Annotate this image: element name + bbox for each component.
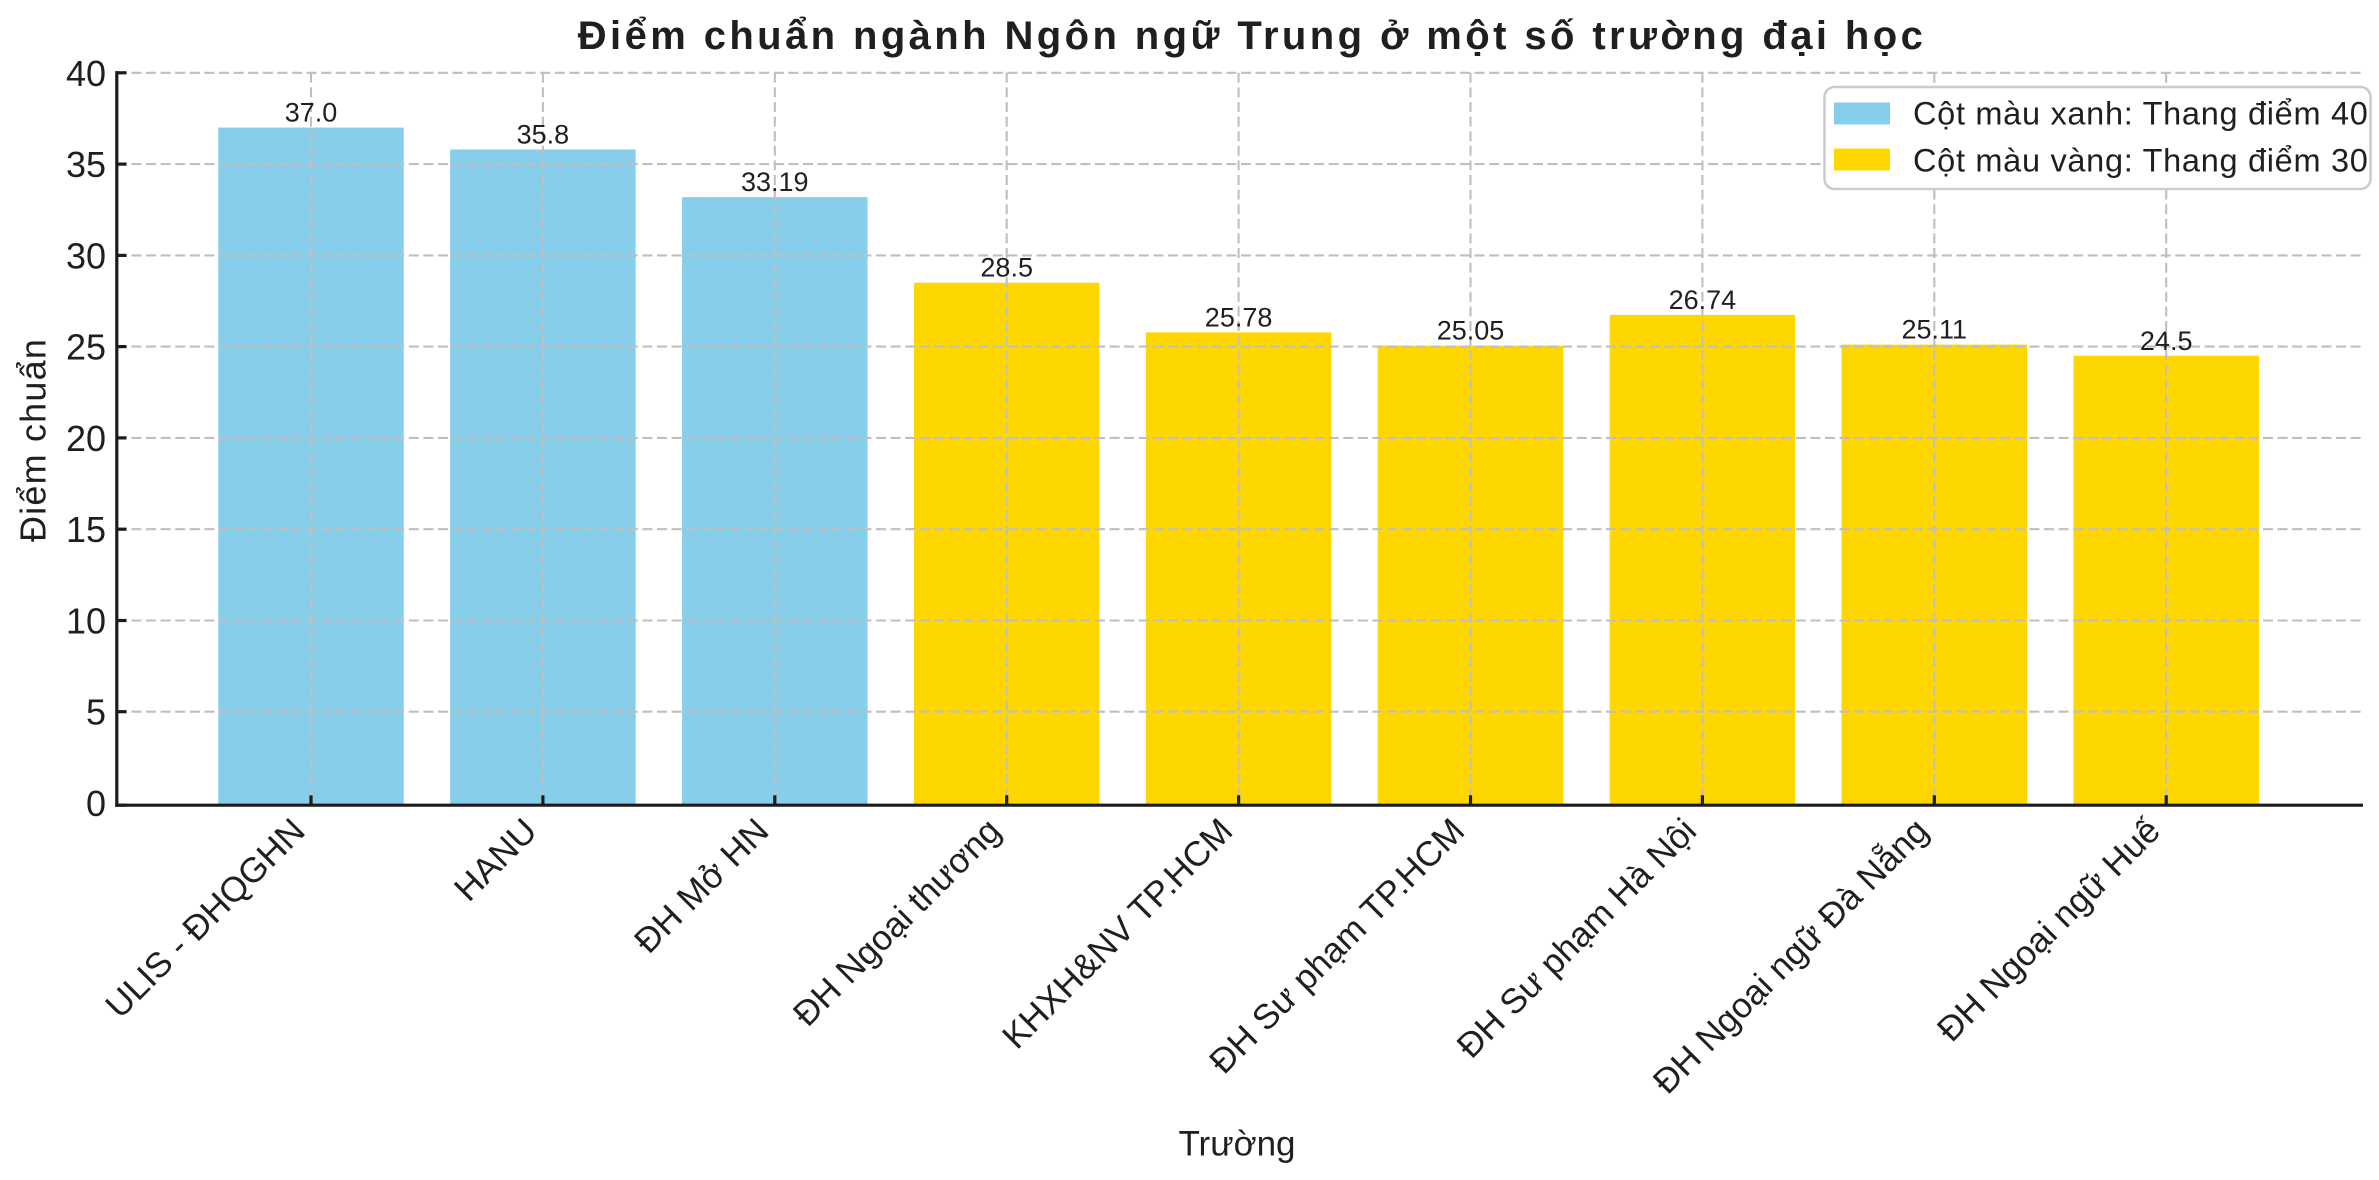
svg-text:20: 20	[66, 418, 106, 459]
svg-text:Điểm chuẩn ngành Ngôn ngữ Trun: Điểm chuẩn ngành Ngôn ngữ Trung ở một số…	[578, 14, 1926, 58]
svg-text:24.5: 24.5	[2140, 326, 2193, 356]
svg-text:0: 0	[86, 783, 106, 824]
svg-text:35.8: 35.8	[517, 120, 570, 150]
svg-text:25.11: 25.11	[1902, 315, 1968, 345]
svg-text:15: 15	[66, 509, 106, 550]
svg-text:25.05: 25.05	[1437, 316, 1505, 346]
svg-text:Trường: Trường	[1178, 1125, 1295, 1164]
svg-text:30: 30	[66, 235, 106, 276]
svg-text:25: 25	[66, 327, 106, 368]
svg-text:33.19: 33.19	[741, 167, 809, 197]
svg-text:26.74: 26.74	[1669, 285, 1737, 315]
svg-text:25.78: 25.78	[1205, 302, 1273, 332]
svg-text:35: 35	[66, 144, 106, 185]
svg-text:40: 40	[66, 53, 106, 94]
svg-text:5: 5	[86, 692, 106, 733]
svg-text:Điểm chuẩn: Điểm chuẩn	[13, 338, 54, 542]
svg-text:Cột màu vàng: Thang điểm 30: Cột màu vàng: Thang điểm 30	[1913, 142, 2369, 178]
svg-text:Cột màu xanh: Thang điểm 40: Cột màu xanh: Thang điểm 40	[1913, 96, 2369, 132]
svg-text:37.0: 37.0	[285, 98, 338, 128]
svg-text:28.5: 28.5	[980, 253, 1033, 283]
svg-text:10: 10	[66, 601, 106, 642]
